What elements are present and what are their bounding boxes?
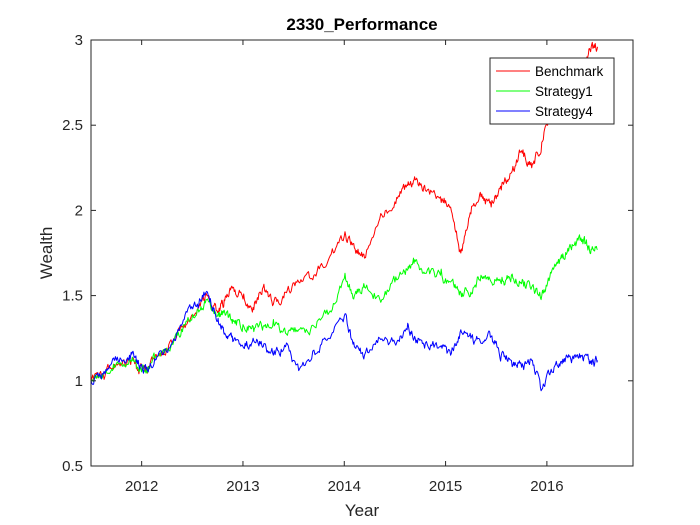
x-tick-label: 2014 (328, 478, 361, 495)
y-tick-label: 3 (75, 32, 83, 49)
y-tick-label: 2.5 (62, 117, 83, 134)
legend-label-benchmark: Benchmark (535, 64, 604, 79)
series-line-benchmark (90, 41, 598, 381)
x-tick-label: 2012 (125, 478, 158, 495)
x-axis-label: Year (345, 501, 380, 520)
x-tick-label: 2015 (429, 478, 462, 495)
x-tick-label: 2013 (226, 478, 259, 495)
y-tick-label: 0.5 (62, 458, 83, 475)
y-tick-label: 1 (75, 373, 83, 390)
y-tick-label: 2 (75, 202, 83, 219)
y-tick-label: 1.5 (62, 288, 83, 305)
legend-box (489, 57, 615, 125)
chart-title: 2330_Performance (286, 15, 437, 34)
y-axis-label: Wealth (37, 227, 56, 280)
series-line-strategy4 (90, 290, 598, 392)
series-layer (90, 41, 598, 392)
legend: Benchmark Strategy1 Strategy4 (489, 57, 615, 125)
x-tick-label: 2016 (530, 478, 563, 495)
legend-label-strategy4: Strategy4 (535, 104, 593, 119)
plot-frame (90, 39, 634, 467)
series-line-strategy1 (91, 234, 598, 383)
ticks-layer: 2012 2013 2014 2015 2016 0.5 1 1.5 2 2.5 3 (62, 32, 633, 495)
legend-label-strategy1: Strategy1 (535, 84, 593, 99)
